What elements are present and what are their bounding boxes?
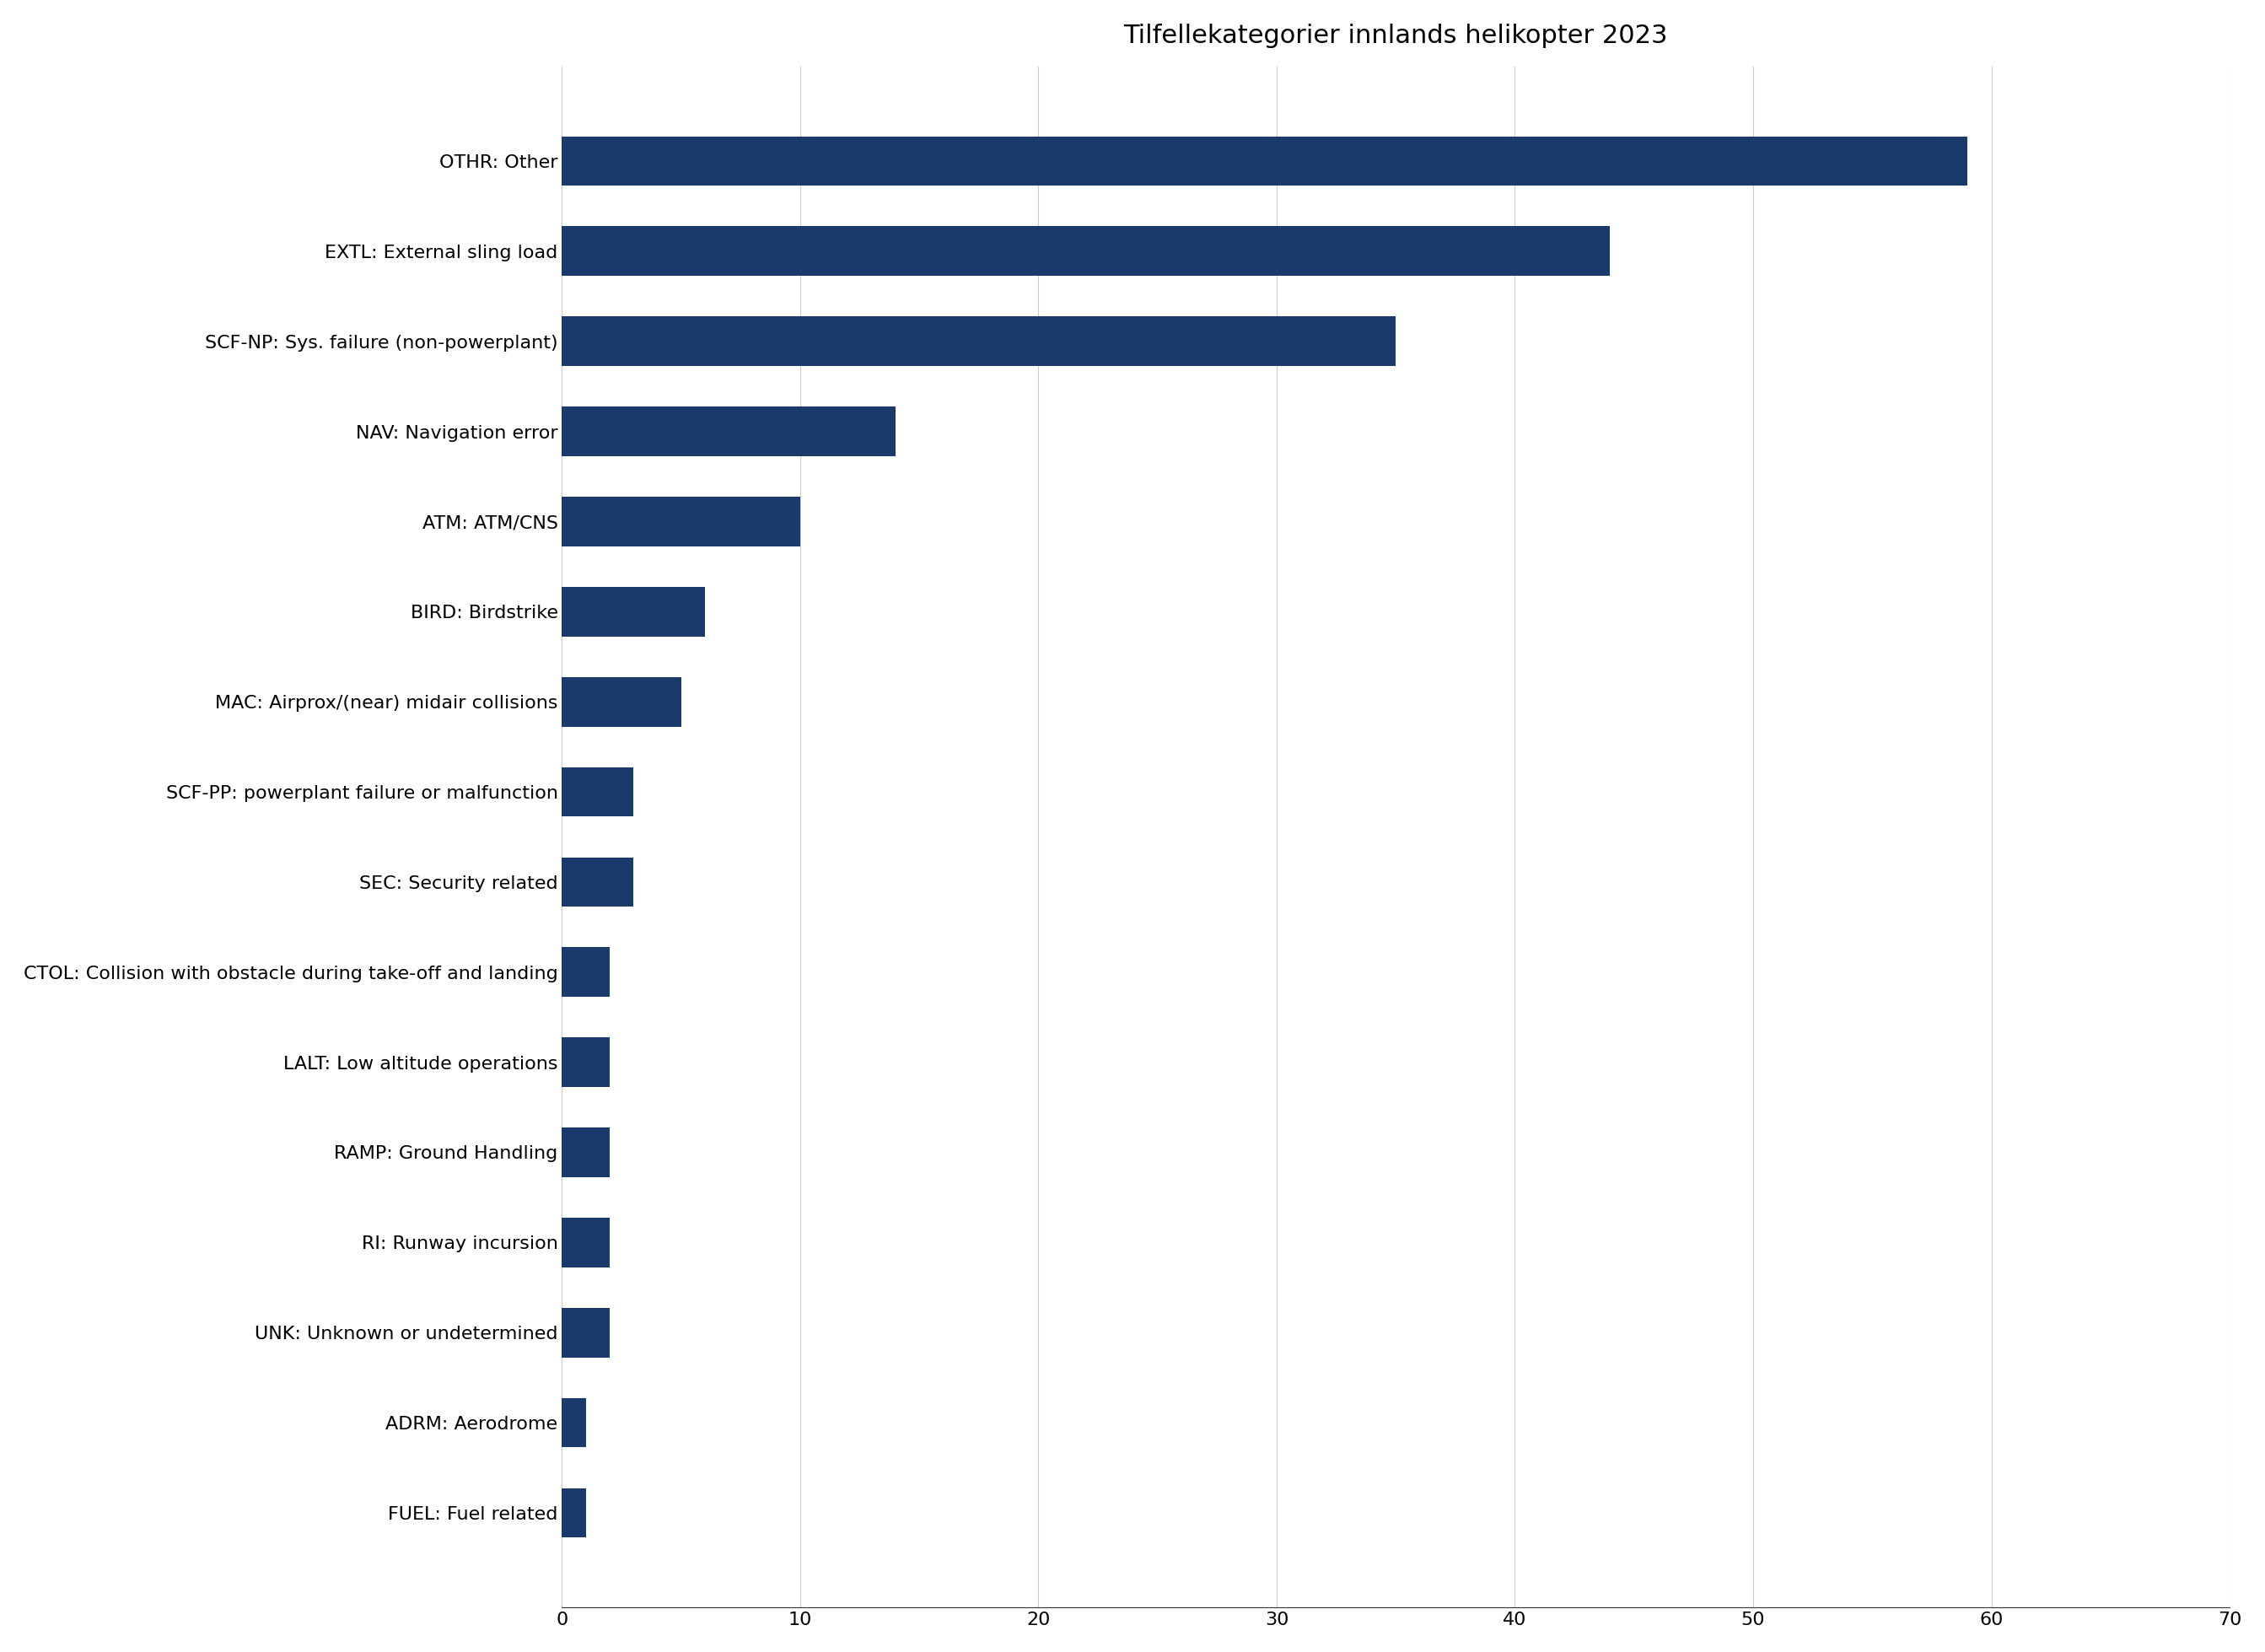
- Bar: [562, 767, 634, 816]
- Bar: [562, 1128, 609, 1178]
- Bar: [562, 406, 895, 456]
- Bar: [562, 947, 609, 996]
- Bar: [562, 137, 1968, 187]
- Bar: [562, 226, 1610, 276]
- Title: Tilfellekategorier innlands helikopter 2023: Tilfellekategorier innlands helikopter 2…: [1123, 23, 1667, 48]
- Bar: [562, 857, 634, 907]
- Bar: [562, 317, 1395, 367]
- Bar: [562, 586, 704, 636]
- Bar: [562, 1488, 587, 1538]
- Bar: [562, 1398, 587, 1447]
- Bar: [562, 497, 800, 547]
- Bar: [562, 1037, 609, 1087]
- Bar: [562, 1308, 609, 1358]
- Bar: [562, 1218, 609, 1267]
- Bar: [562, 677, 682, 727]
